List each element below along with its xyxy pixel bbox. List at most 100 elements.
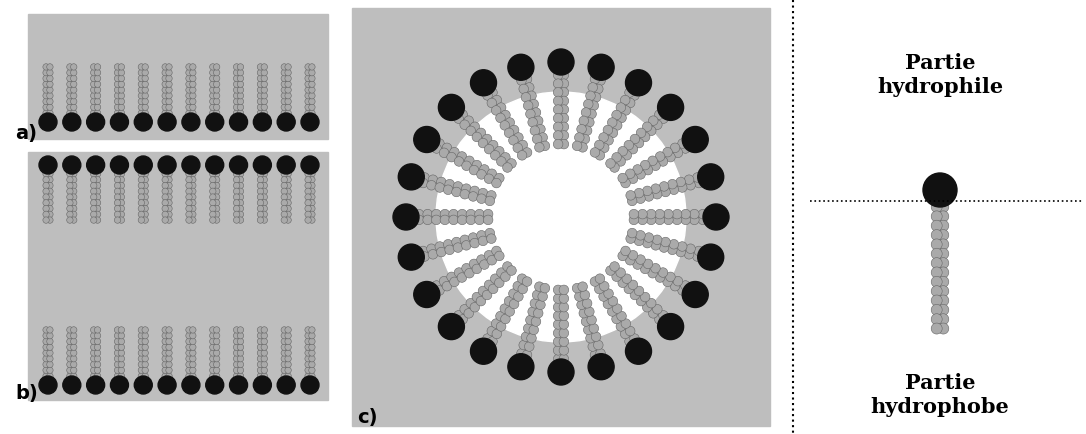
Circle shape — [162, 182, 168, 189]
Circle shape — [166, 98, 173, 105]
Circle shape — [651, 161, 660, 171]
Circle shape — [308, 205, 315, 212]
Circle shape — [491, 105, 501, 115]
Circle shape — [682, 126, 708, 152]
Circle shape — [492, 246, 502, 256]
Circle shape — [114, 350, 121, 356]
Circle shape — [47, 98, 53, 105]
Circle shape — [138, 367, 144, 373]
Circle shape — [521, 92, 531, 102]
Circle shape — [938, 295, 949, 306]
Circle shape — [261, 75, 267, 82]
Circle shape — [308, 217, 315, 223]
Circle shape — [593, 340, 603, 350]
Circle shape — [281, 177, 288, 183]
Circle shape — [210, 87, 216, 93]
Circle shape — [462, 161, 471, 171]
Circle shape — [931, 276, 943, 287]
Circle shape — [653, 120, 662, 129]
Circle shape — [923, 173, 957, 207]
Circle shape — [491, 274, 500, 283]
Circle shape — [261, 69, 267, 76]
Circle shape — [559, 79, 569, 89]
Circle shape — [525, 82, 534, 92]
Circle shape — [118, 344, 125, 350]
Bar — [28, 14, 328, 139]
Circle shape — [635, 230, 645, 240]
Circle shape — [71, 87, 77, 93]
Circle shape — [305, 332, 312, 339]
Circle shape — [210, 332, 216, 339]
Circle shape — [598, 133, 608, 142]
Circle shape — [257, 110, 264, 116]
Circle shape — [626, 98, 635, 108]
Circle shape — [162, 69, 168, 76]
Circle shape — [214, 350, 219, 356]
Circle shape — [42, 361, 49, 368]
Circle shape — [670, 281, 680, 291]
Circle shape — [439, 148, 449, 158]
Circle shape — [414, 282, 440, 308]
Circle shape — [480, 260, 489, 270]
Circle shape — [457, 151, 467, 161]
Circle shape — [47, 75, 53, 82]
Circle shape — [521, 332, 531, 342]
Circle shape — [214, 81, 219, 87]
Circle shape — [281, 355, 288, 362]
Circle shape — [931, 286, 943, 297]
Circle shape — [598, 292, 608, 301]
Circle shape — [182, 156, 200, 174]
Circle shape — [162, 75, 168, 82]
Circle shape — [675, 177, 685, 187]
Circle shape — [681, 144, 691, 153]
Circle shape — [142, 200, 149, 206]
Circle shape — [47, 81, 53, 87]
Circle shape — [636, 128, 646, 138]
Circle shape — [684, 175, 694, 184]
Circle shape — [166, 104, 173, 110]
Circle shape — [477, 255, 487, 264]
Circle shape — [166, 81, 173, 87]
Circle shape — [445, 179, 454, 189]
Circle shape — [142, 188, 149, 194]
Circle shape — [138, 81, 144, 87]
Circle shape — [487, 326, 496, 336]
Circle shape — [603, 299, 613, 309]
Text: Partie
hydrophobe: Partie hydrophobe — [871, 373, 1009, 418]
Circle shape — [205, 156, 224, 174]
Circle shape — [501, 272, 510, 282]
Circle shape — [491, 319, 501, 329]
Circle shape — [305, 355, 312, 362]
Circle shape — [142, 182, 149, 189]
Circle shape — [559, 294, 569, 303]
Circle shape — [66, 182, 73, 189]
Circle shape — [90, 64, 97, 70]
Circle shape — [71, 355, 77, 362]
Circle shape — [190, 355, 197, 362]
Circle shape — [457, 209, 467, 219]
Circle shape — [233, 104, 240, 110]
Circle shape — [507, 159, 516, 168]
Circle shape — [261, 92, 267, 99]
Circle shape — [66, 87, 73, 93]
Circle shape — [71, 194, 77, 200]
Circle shape — [581, 317, 591, 326]
Circle shape — [690, 215, 699, 225]
Circle shape — [214, 332, 219, 339]
Circle shape — [114, 171, 121, 177]
Circle shape — [210, 344, 216, 350]
Circle shape — [257, 64, 264, 70]
Circle shape — [534, 282, 544, 292]
Circle shape — [257, 355, 264, 362]
Circle shape — [214, 327, 219, 333]
Circle shape — [253, 113, 272, 131]
Circle shape — [281, 104, 288, 110]
Circle shape — [90, 104, 97, 110]
Circle shape — [186, 194, 192, 200]
Circle shape — [257, 75, 264, 82]
Circle shape — [285, 344, 291, 350]
Circle shape — [142, 92, 149, 99]
Circle shape — [162, 92, 168, 99]
Circle shape — [261, 338, 267, 345]
Circle shape — [42, 104, 49, 110]
